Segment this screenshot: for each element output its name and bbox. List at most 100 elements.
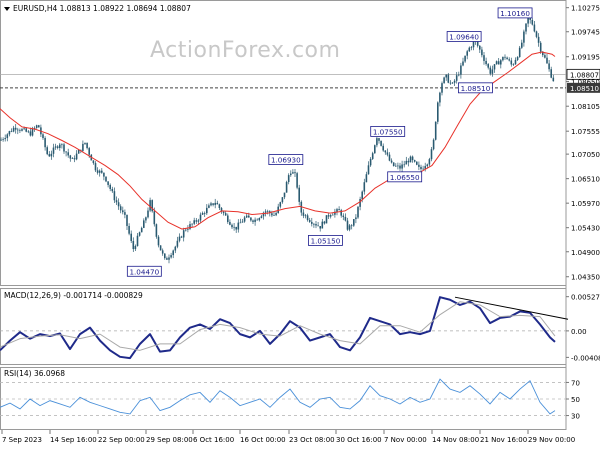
candle-body xyxy=(514,59,517,65)
candle-body xyxy=(239,222,242,224)
candle-body xyxy=(260,216,263,219)
candle-body xyxy=(344,216,347,221)
candle-body xyxy=(491,69,494,74)
candle-body xyxy=(321,221,324,229)
candle-body xyxy=(502,56,504,61)
candle-body xyxy=(19,130,21,131)
candle-body xyxy=(311,221,313,224)
price-annotation: 1.06930 xyxy=(268,154,304,165)
candle-body xyxy=(485,60,487,65)
candle-body xyxy=(384,150,387,153)
rsi-header: RSI(14) 36.0968 xyxy=(4,369,65,378)
candle-body xyxy=(504,56,506,58)
candle-body xyxy=(462,61,464,66)
candle-body xyxy=(178,236,181,241)
candle-body xyxy=(378,138,380,141)
candle-body xyxy=(308,220,311,222)
candle-body xyxy=(441,83,443,93)
x-tick-label: 22 Sep 00:00 xyxy=(98,436,145,444)
macd-trendline xyxy=(454,296,569,320)
candle-body xyxy=(258,218,261,221)
candle-body xyxy=(275,212,277,216)
candle-body xyxy=(229,221,231,225)
x-tick-label: 7 Sep 2023 xyxy=(2,436,42,444)
candle-body xyxy=(411,156,414,161)
candle-body xyxy=(451,82,454,84)
main-y-tick-label: 1.09195 xyxy=(571,54,600,62)
macd-y-tick-label: 0.005278 xyxy=(571,294,600,302)
candle-body xyxy=(546,57,548,64)
candle-body xyxy=(235,226,237,230)
price-annotation-label: 1.10160 xyxy=(500,9,530,18)
candle-body xyxy=(443,77,445,84)
candle-body xyxy=(12,127,15,132)
candle-body xyxy=(535,31,538,37)
candle-body xyxy=(52,147,55,154)
price-annotation: 1.09640 xyxy=(446,31,482,42)
candle-body xyxy=(395,165,397,167)
price-annotation-label: 1.09640 xyxy=(449,33,479,42)
candle-body xyxy=(214,202,216,205)
candle-body xyxy=(388,154,391,161)
candle-body xyxy=(168,257,170,260)
candle-body xyxy=(180,236,183,238)
candle-body xyxy=(374,145,376,154)
candle-body xyxy=(407,160,410,163)
main-chart-header: EURUSD,H4 1.08813 1.08922 1.08694 1.0880… xyxy=(4,4,191,13)
candle-body xyxy=(210,203,212,206)
candles-group xyxy=(0,14,555,264)
candle-body xyxy=(392,162,395,167)
x-tick-label: 16 Oct 00:00 xyxy=(240,436,286,444)
candle-body xyxy=(136,235,139,247)
candle-body xyxy=(157,236,160,246)
candle-body xyxy=(287,175,290,183)
candle-body xyxy=(544,55,546,58)
price-annotation-box xyxy=(458,82,493,94)
candle-body xyxy=(386,152,389,155)
candle-body xyxy=(254,219,256,222)
candle-body xyxy=(376,138,378,146)
candle-body xyxy=(147,210,149,218)
candle-body xyxy=(224,213,227,216)
candle-body xyxy=(367,165,370,175)
candle-body xyxy=(126,214,128,226)
candle-body xyxy=(63,144,65,152)
candle-body xyxy=(151,200,153,212)
candle-body xyxy=(94,163,97,171)
candle-body xyxy=(25,128,27,132)
candle-body xyxy=(33,127,36,129)
candle-body xyxy=(292,172,294,174)
candle-body xyxy=(495,61,498,65)
candle-body xyxy=(212,203,214,205)
main-y-tick-label: 1.05970 xyxy=(571,200,600,208)
candle-body xyxy=(117,202,120,207)
candle-body xyxy=(35,125,38,128)
candle-body xyxy=(92,160,95,164)
candle-body xyxy=(327,215,330,217)
main-y-tick-label: 1.07555 xyxy=(571,128,600,136)
candle-body xyxy=(50,153,53,157)
x-tick-label: 14 Nov 08:00 xyxy=(432,436,479,444)
candle-body xyxy=(237,222,240,230)
candle-body xyxy=(38,125,40,128)
candle-body xyxy=(439,92,441,103)
candle-body xyxy=(510,60,513,65)
candle-body xyxy=(187,228,189,230)
candle-body xyxy=(113,191,116,201)
candle-body xyxy=(159,245,162,251)
candle-body xyxy=(71,158,74,159)
candle-body xyxy=(361,191,363,200)
candle-body xyxy=(306,215,309,221)
candle-body xyxy=(497,61,500,65)
candle-body xyxy=(369,158,372,166)
candle-body xyxy=(128,225,130,234)
candle-body xyxy=(525,23,527,32)
candle-body xyxy=(357,206,359,218)
candle-body xyxy=(182,230,185,238)
candle-body xyxy=(155,224,158,237)
macd-y-tick-label: 0.00 xyxy=(571,328,587,336)
candle-body xyxy=(206,207,208,214)
candle-body xyxy=(42,134,44,139)
candle-body xyxy=(346,220,349,230)
